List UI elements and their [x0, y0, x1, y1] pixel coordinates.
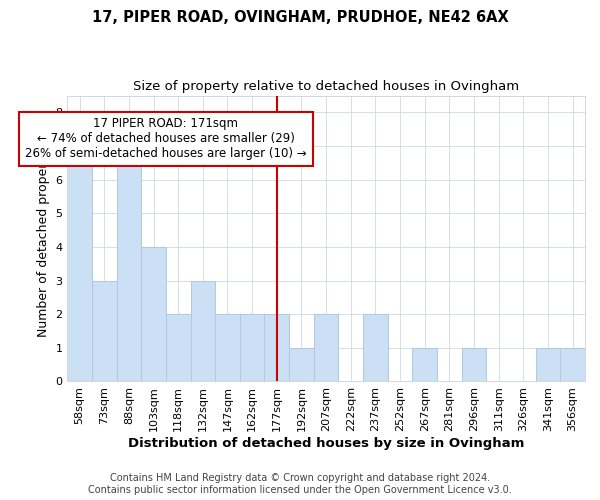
Bar — [166, 314, 191, 382]
Bar — [240, 314, 265, 382]
Bar — [560, 348, 585, 382]
Text: 17, PIPER ROAD, OVINGHAM, PRUDHOE, NE42 6AX: 17, PIPER ROAD, OVINGHAM, PRUDHOE, NE42 … — [92, 10, 508, 25]
Bar — [116, 146, 141, 382]
Bar — [314, 314, 338, 382]
Bar — [141, 247, 166, 382]
Text: 17 PIPER ROAD: 171sqm
← 74% of detached houses are smaller (29)
26% of semi-deta: 17 PIPER ROAD: 171sqm ← 74% of detached … — [25, 118, 307, 160]
Title: Size of property relative to detached houses in Ovingham: Size of property relative to detached ho… — [133, 80, 519, 93]
Bar — [289, 348, 314, 382]
Bar — [363, 314, 388, 382]
Text: Contains HM Land Registry data © Crown copyright and database right 2024.
Contai: Contains HM Land Registry data © Crown c… — [88, 474, 512, 495]
Bar — [265, 314, 289, 382]
Y-axis label: Number of detached properties: Number of detached properties — [37, 140, 50, 337]
Bar — [536, 348, 560, 382]
Bar — [462, 348, 487, 382]
Bar — [215, 314, 240, 382]
Bar — [92, 280, 116, 382]
Bar — [67, 146, 92, 382]
Bar — [412, 348, 437, 382]
Bar — [191, 280, 215, 382]
X-axis label: Distribution of detached houses by size in Ovingham: Distribution of detached houses by size … — [128, 437, 524, 450]
